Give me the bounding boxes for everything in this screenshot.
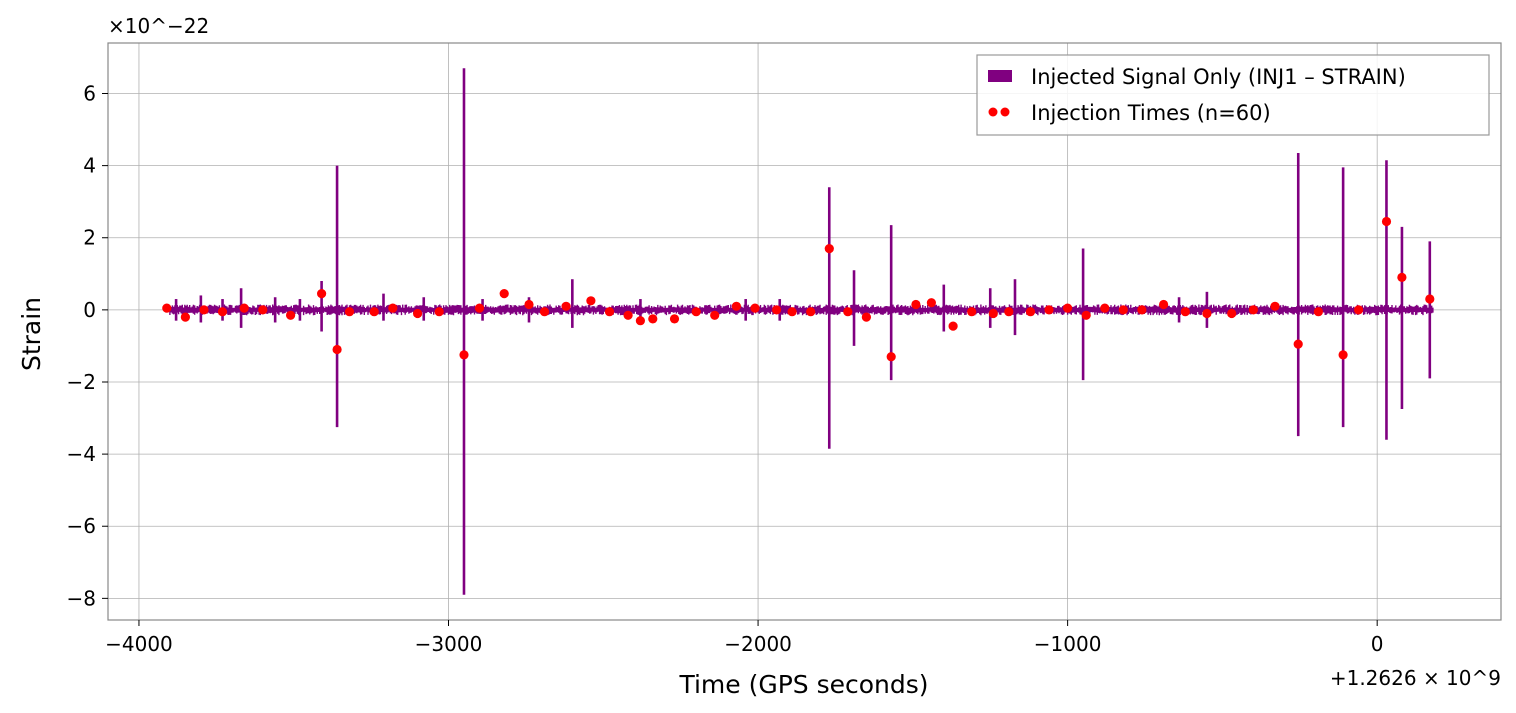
injection-point bbox=[586, 296, 596, 306]
legend-swatch-signal bbox=[988, 70, 1012, 82]
plot-area bbox=[108, 43, 1501, 620]
injection-point bbox=[1248, 305, 1258, 315]
injection-point bbox=[648, 314, 658, 324]
injection-point bbox=[948, 321, 958, 331]
injection-point bbox=[1159, 299, 1169, 310]
y-axis-title: Strain bbox=[17, 297, 46, 371]
data-layer bbox=[162, 68, 1435, 595]
injection-point bbox=[1004, 307, 1014, 317]
injection-point bbox=[413, 308, 423, 319]
injection-point bbox=[1397, 272, 1407, 282]
injection-point bbox=[710, 310, 720, 320]
y-tick-label: −6 bbox=[67, 514, 96, 538]
injection-point bbox=[1025, 307, 1036, 317]
injection-point bbox=[162, 303, 172, 313]
x-axis-title: Time (GPS seconds) bbox=[678, 670, 928, 699]
x-tick-label: 0 bbox=[1371, 632, 1384, 656]
x-tick-label: −2000 bbox=[724, 632, 792, 656]
injection-point bbox=[1202, 308, 1212, 319]
y-tick-label: 6 bbox=[83, 81, 96, 105]
injection-point bbox=[604, 307, 615, 317]
injection-point bbox=[787, 307, 797, 317]
injection-point bbox=[217, 307, 228, 317]
injection-point bbox=[388, 303, 398, 313]
x-offset-label: +1.2626 × 10^9 bbox=[1330, 666, 1501, 690]
injection-point bbox=[239, 303, 249, 313]
y-tick-label: −8 bbox=[67, 586, 96, 610]
injection-point bbox=[1313, 307, 1323, 317]
y-tick-label: 2 bbox=[83, 226, 96, 250]
injection-point bbox=[1425, 294, 1435, 304]
injection-point bbox=[332, 344, 342, 355]
injection-point bbox=[824, 244, 834, 254]
injection-point bbox=[1100, 303, 1110, 313]
injection-point bbox=[1293, 339, 1303, 349]
injection-point bbox=[199, 305, 209, 315]
injection-point bbox=[524, 299, 534, 310]
injection-point bbox=[1270, 301, 1280, 311]
injection-point bbox=[772, 305, 782, 315]
injection-point bbox=[1180, 307, 1190, 317]
injection-point bbox=[988, 308, 998, 319]
injection-point bbox=[286, 310, 296, 320]
injection-point bbox=[623, 310, 633, 320]
x-tick-label: −4000 bbox=[105, 632, 173, 656]
injection-point bbox=[1081, 310, 1091, 320]
injection-point bbox=[344, 307, 355, 317]
y-scale-label-text: ×10^−22 bbox=[108, 14, 209, 38]
injection-point bbox=[691, 307, 701, 317]
injection-point bbox=[635, 316, 646, 326]
x-tick-label: −3000 bbox=[415, 632, 483, 656]
injection-point bbox=[1044, 305, 1054, 315]
injection-point bbox=[317, 289, 327, 299]
injection-point bbox=[1338, 350, 1348, 360]
injection-point bbox=[180, 312, 190, 322]
injection-point bbox=[499, 289, 509, 299]
y-tick-label: 0 bbox=[83, 298, 96, 322]
injection-point bbox=[861, 312, 872, 322]
injection-point bbox=[1354, 305, 1364, 315]
x-tick-label: −1000 bbox=[1034, 632, 1102, 656]
ticks: −4000 −3000 −2000 −1000 0 6 4 2 0 −2 −4 −6 −8 bbox=[67, 81, 1384, 656]
injection-point bbox=[1118, 305, 1128, 315]
injection-point bbox=[669, 314, 680, 324]
injection-point bbox=[911, 299, 921, 310]
injection-point bbox=[750, 303, 760, 313]
plot-frame bbox=[107, 42, 1502, 621]
injection-point bbox=[474, 303, 485, 313]
legend-label-signal: Injected Signal Only (INJ1 – STRAIN) bbox=[1031, 65, 1406, 89]
injection-point bbox=[1137, 305, 1147, 315]
legend-marker-points bbox=[1000, 107, 1010, 117]
legend-box bbox=[976, 54, 1490, 136]
y-tick-label: −2 bbox=[67, 370, 96, 394]
injection-point bbox=[369, 307, 379, 317]
y-tick-label: 4 bbox=[83, 154, 96, 178]
injection-point bbox=[539, 307, 550, 317]
injection-point bbox=[731, 301, 742, 311]
injection-point bbox=[459, 350, 469, 360]
legend-marker-points bbox=[988, 107, 998, 117]
injection-point bbox=[806, 307, 816, 317]
injection-point bbox=[1381, 216, 1392, 227]
y-scale-label: ×10^−22 bbox=[108, 14, 209, 38]
injection-point bbox=[886, 352, 896, 362]
y-tick-label: −4 bbox=[67, 442, 96, 466]
injection-point bbox=[1227, 308, 1237, 319]
legend-label-points: Injection Times (n=60) bbox=[1031, 101, 1271, 125]
legend: Injected Signal Only (INJ1 – STRAIN) Inj… bbox=[976, 54, 1490, 136]
injection-point bbox=[434, 307, 444, 317]
injection-point bbox=[843, 307, 853, 317]
injection-point bbox=[1063, 303, 1073, 313]
injection-point bbox=[967, 307, 977, 317]
injection-point bbox=[561, 301, 571, 311]
injection-point bbox=[258, 305, 268, 315]
injection-point bbox=[926, 298, 937, 308]
